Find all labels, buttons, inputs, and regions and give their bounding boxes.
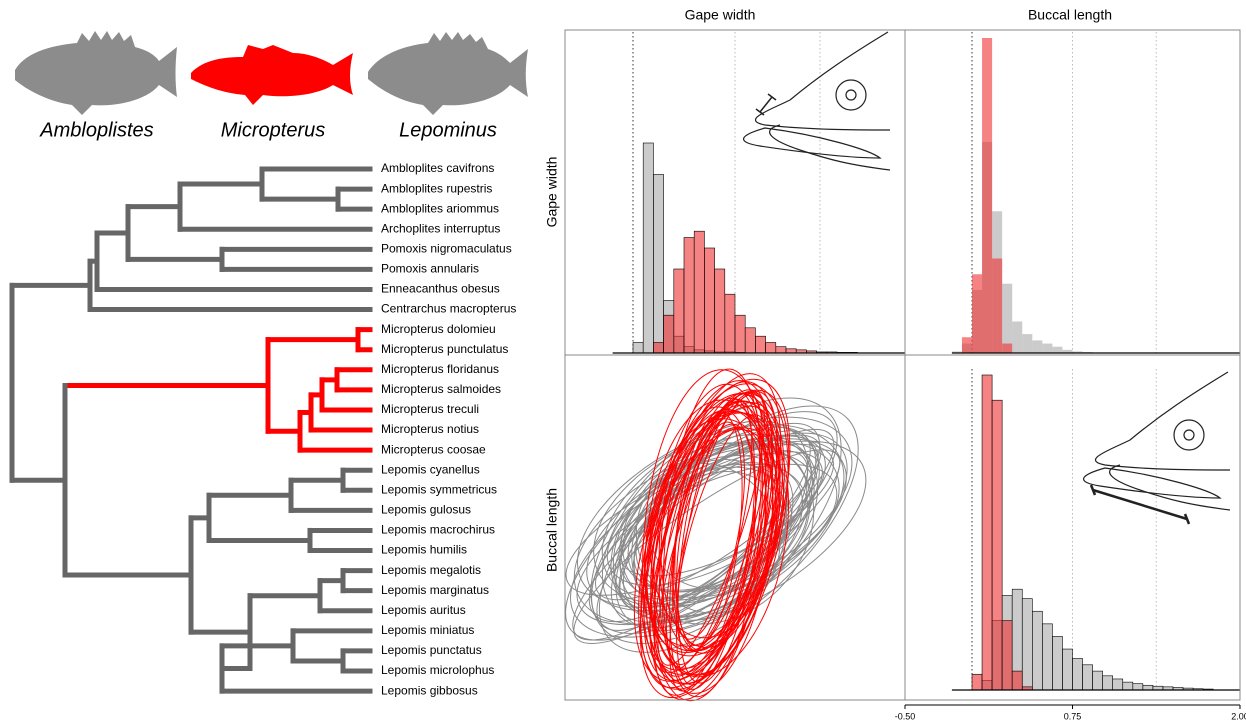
tip-label: Pomoxis annularis: [381, 262, 479, 276]
histogram-bar: [786, 349, 796, 353]
tip-label: Micropterus punctulatus: [381, 342, 508, 356]
histogram-bar: [1052, 636, 1062, 690]
histogram-bar: [1083, 665, 1093, 690]
tip-label: Micropterus salmoides: [381, 382, 501, 396]
histogram-bar: [1113, 679, 1123, 690]
histogram-bar: [755, 336, 765, 353]
histogram-bar: [1022, 599, 1032, 690]
histogram-bar: [1022, 334, 1032, 353]
histogram-bar: [653, 343, 663, 354]
tip-label: Lepomis gulosus: [381, 503, 471, 517]
histogram-bar: [1032, 340, 1042, 353]
genus-label: Lepominus: [399, 119, 497, 141]
column-title: Buccal length: [1028, 7, 1112, 23]
histogram-bar: [1062, 649, 1072, 690]
genus-label: Ambloplistes: [39, 119, 153, 141]
histogram-bar: [982, 375, 992, 690]
histogram-bar: [1103, 676, 1113, 690]
histogram-bar: [1032, 611, 1042, 690]
histogram-bar: [1002, 284, 1012, 353]
tip-label: Lepomis megalotis: [381, 563, 481, 577]
histogram-bar: [674, 269, 684, 353]
histogram-bar: [653, 175, 663, 354]
histogram-bar: [735, 315, 745, 353]
tip-label: Micropterus coosae: [381, 442, 486, 456]
histogram-bar: [982, 38, 992, 353]
tip-label: Lepomis auritus: [381, 603, 466, 617]
histogram-bar: [684, 238, 694, 354]
tip-label: Lepomis microlophus: [381, 663, 494, 677]
tip-label: Lepomis miniatus: [381, 623, 474, 637]
ellipse-other: [604, 441, 816, 651]
histogram-bar: [1042, 344, 1052, 353]
histogram-bar: [745, 328, 755, 353]
tip-label: Micropterus treculi: [381, 402, 479, 416]
histogram-bar: [694, 231, 704, 353]
jaw-diagram-buccal: [1084, 372, 1230, 524]
tip-label: Enneacanthus obesus: [381, 282, 500, 296]
figure: Ambloplistes Micropterus Lepominus Amblo…: [0, 0, 1246, 726]
row-title: Buccal length: [544, 488, 560, 572]
histogram-bar: [1143, 685, 1153, 690]
histogram-bar: [1042, 624, 1052, 690]
fish-ambloplites: [15, 31, 177, 115]
histogram-bar: [664, 315, 674, 353]
histogram-bar: [972, 274, 982, 353]
tip-label: Micropterus dolomieu: [381, 322, 496, 336]
genus-label: Micropterus: [221, 119, 325, 141]
histogram-bar: [1012, 671, 1022, 690]
fish-icons: [15, 31, 528, 115]
tip-label: Ambloplites rupestris: [381, 181, 492, 195]
tip-label: Lepomis macrochirus: [381, 523, 495, 537]
phylogeny: Ambloplites cavifrons Ambloplites rupestr…: [12, 161, 516, 697]
tip-label: Archoplites interruptus: [381, 221, 500, 235]
tip-label: Lepomis marginatus: [381, 583, 489, 597]
histogram-bar: [1052, 347, 1062, 353]
row-title: Gape width: [544, 157, 560, 228]
tip-label: Lepomis symmetricus: [381, 482, 497, 496]
histogram-bar: [1123, 682, 1133, 690]
tip-label: Micropterus notius: [381, 422, 479, 436]
histogram-bar: [766, 343, 776, 354]
histogram-bar: [962, 337, 972, 353]
tip-label: Pomoxis nigromaculatus: [381, 241, 512, 255]
tip-label: Ambloplites ariommus: [381, 201, 499, 215]
tip-label: Lepomis gibbosus: [381, 683, 478, 697]
tip-label: Centrarchus macropterus: [381, 302, 516, 316]
histogram-bar: [643, 143, 653, 353]
x-tick-label: 2.00: [1231, 711, 1246, 721]
histogram-bar: [725, 294, 735, 353]
histogram-bar: [1002, 344, 1012, 353]
tip-label: Lepomis punctatus: [381, 643, 482, 657]
histogram-bar: [992, 259, 1002, 354]
ellipse-other: [566, 384, 844, 659]
tip-label: Lepomis humilis: [381, 543, 467, 557]
histogram-bar: [1073, 659, 1083, 691]
histogram-bar: [633, 343, 643, 354]
tip-label: Lepomis cyanellus: [381, 462, 480, 476]
histogram-bar: [704, 248, 714, 353]
histogram-bar: [715, 269, 725, 353]
histogram-bar: [972, 674, 982, 690]
histogram-bar: [776, 347, 786, 353]
column-title: Gape width: [685, 7, 756, 23]
tip-label: Micropterus floridanus: [381, 362, 499, 376]
histogram-bar: [992, 400, 1002, 690]
jaw-diagram-gape: [744, 32, 890, 170]
histogram-bar: [1133, 684, 1143, 690]
x-tick-label: -0.50: [895, 711, 916, 721]
x-tick-label: 0.75: [1064, 711, 1082, 721]
fish-micropterus: [191, 45, 353, 105]
histogram-bar: [1093, 671, 1103, 690]
tip-label: Ambloplites cavifrons: [381, 161, 494, 175]
covariance-ellipses: [533, 355, 898, 715]
histogram-bar: [1002, 621, 1012, 690]
fish-lepomis: [368, 32, 528, 115]
histogram-bar: [1012, 322, 1022, 354]
